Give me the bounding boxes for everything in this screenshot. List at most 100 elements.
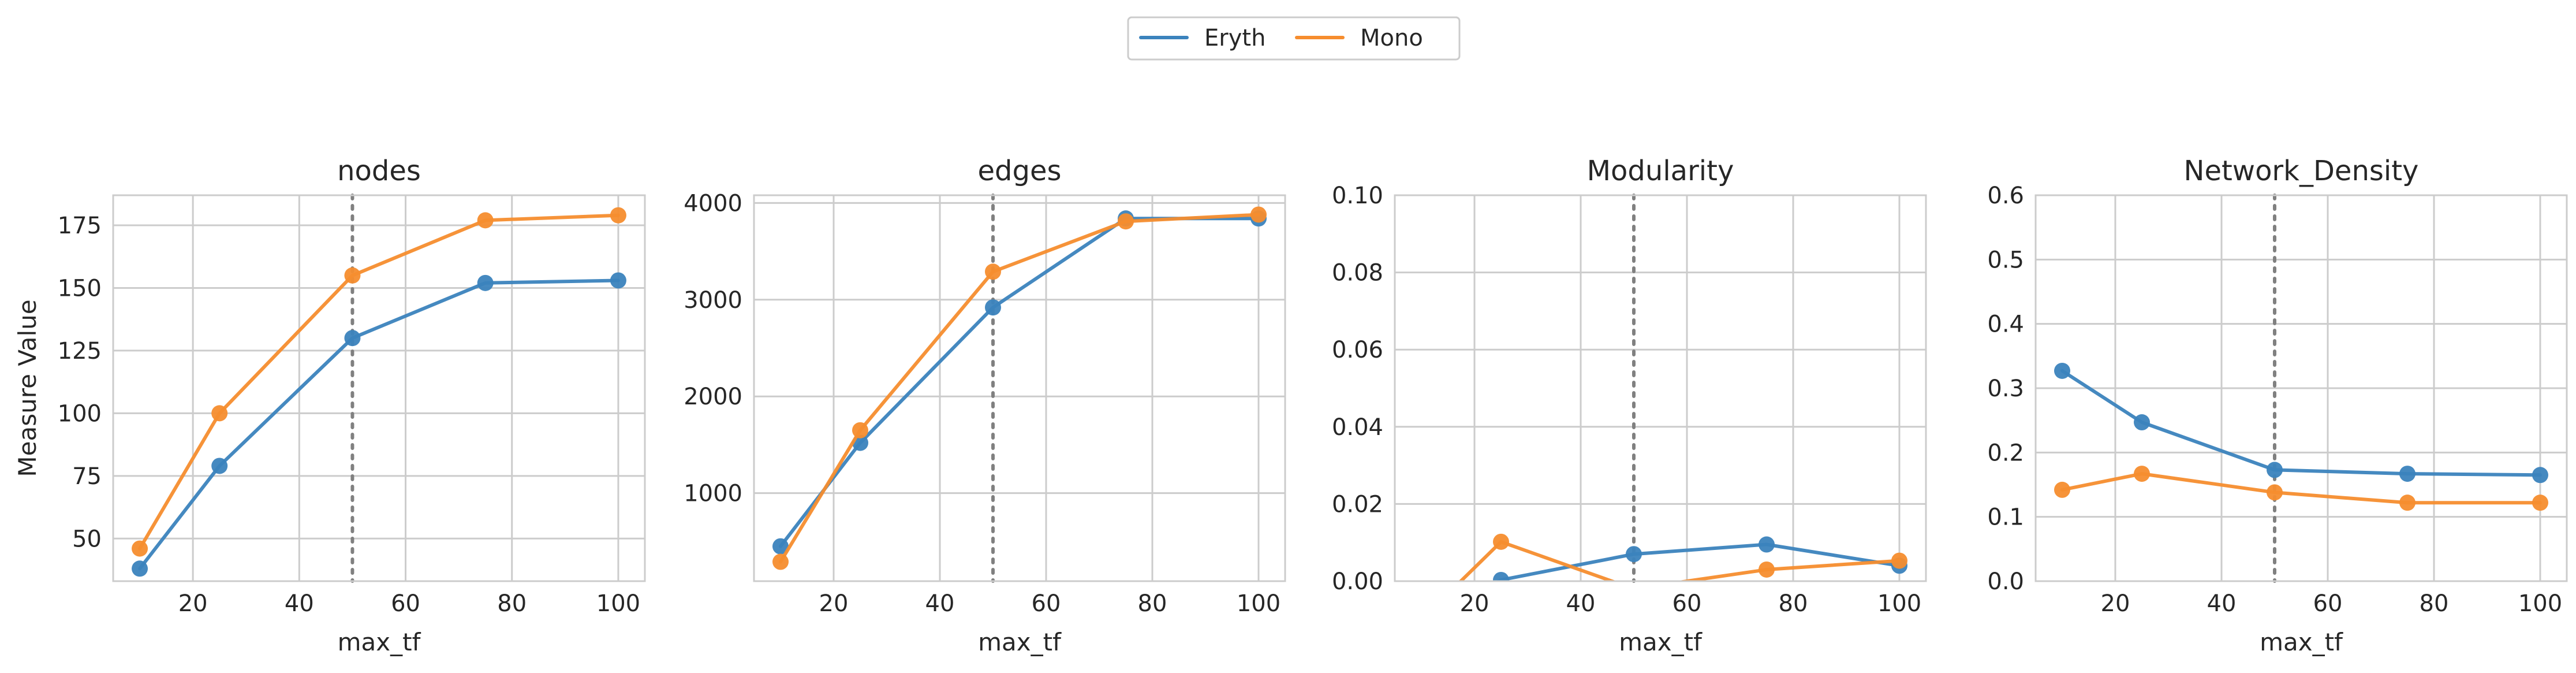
x-tick-label: 40	[2207, 590, 2237, 617]
data-point	[344, 330, 361, 347]
data-point	[772, 553, 789, 570]
subplot-1: 20 40 60 80 100 50 75 100 125 150 175 nodes max_tf Me…	[13, 155, 646, 656]
data-point	[1759, 536, 1775, 553]
y-tick-label: 50	[72, 526, 102, 552]
series-mono	[132, 207, 626, 557]
y-tick-label: 0.2	[1987, 440, 2024, 466]
x-tick-label: 60	[1672, 590, 1702, 617]
data-point	[1250, 206, 1267, 223]
y-tick-label: 0.4	[1987, 311, 2024, 338]
data-point	[2399, 466, 2416, 482]
data-point	[1626, 546, 1642, 563]
legend: Eryth Mono	[1127, 16, 1461, 61]
y-tick-label: 125	[58, 338, 102, 365]
data-point	[2134, 414, 2150, 431]
legend-label-eryth: Eryth	[1204, 25, 1265, 51]
data-point	[2267, 462, 2283, 478]
y-tick-label: 0.06	[1332, 337, 1383, 363]
y-tick-label: 0.10	[1332, 183, 1383, 209]
y-tick-label: 0.02	[1332, 491, 1383, 518]
x-tick-label: 100	[1877, 590, 1921, 617]
y-tick-label: 75	[72, 463, 102, 490]
x-axis-label: max_tf	[338, 628, 421, 656]
x-tick-label: 20	[2101, 590, 2130, 617]
data-point	[2532, 494, 2548, 511]
legend-label-mono: Mono	[1360, 25, 1423, 51]
data-point	[132, 540, 148, 557]
series-mono	[2054, 466, 2548, 511]
x-tick-label: 20	[178, 590, 208, 617]
subplot-3: 20 40 60 80 100 0.00 0.02 0.04 0.06 0.08 0.10 Modul…	[1332, 155, 1927, 656]
plot-background	[754, 195, 1285, 581]
y-tick-label: 0.04	[1332, 414, 1383, 441]
subplot-title: nodes	[337, 155, 421, 187]
y-tick-label: 2000	[684, 384, 742, 410]
series-eryth	[2054, 362, 2548, 484]
plot-background	[113, 195, 645, 581]
data-point	[1493, 572, 1509, 581]
plot-background	[1395, 195, 1926, 581]
plot-frame	[753, 194, 1286, 582]
x-tick-label: 20	[819, 590, 849, 617]
x-axis-label: max_tf	[1619, 628, 1703, 656]
y-tick-label: 0.08	[1332, 260, 1383, 287]
y-tick-label: 0.5	[1987, 247, 2024, 273]
data-point	[1759, 561, 1775, 578]
data-point	[1413, 612, 1429, 628]
data-point	[1118, 213, 1134, 230]
x-tick-label: 40	[925, 590, 955, 617]
x-tick-label: 80	[1779, 590, 1808, 617]
y-tick-label: 150	[58, 275, 102, 302]
series-mono	[772, 206, 1267, 570]
data-point	[477, 274, 494, 291]
plot-frame	[112, 194, 646, 582]
y-tick-label: 4000	[684, 190, 742, 217]
y-tick-label: 0.00	[1332, 568, 1383, 595]
x-tick-label: 80	[2420, 590, 2449, 617]
data-point	[1891, 552, 1907, 569]
x-tick-label: 60	[391, 590, 420, 617]
x-tick-label: 80	[497, 590, 527, 617]
subplot-2: 20 40 60 80 100 1000 2000 3000 4000 edges max_tf	[684, 155, 1286, 656]
data-point	[211, 405, 228, 422]
data-point	[2532, 467, 2548, 484]
x-axis-label: max_tf	[2260, 628, 2343, 656]
y-tick-label: 0.3	[1987, 375, 2024, 402]
y-tick-label: 0.0	[1987, 568, 2024, 595]
data-point	[852, 422, 868, 438]
subplot-title: Network_Density	[2184, 155, 2419, 187]
x-tick-label: 80	[1138, 590, 1167, 617]
data-point	[985, 263, 1001, 280]
data-point	[610, 272, 626, 289]
data-point	[2054, 362, 2070, 379]
legend-frame	[1127, 16, 1461, 61]
data-point	[772, 538, 789, 555]
x-tick-label: 40	[285, 590, 314, 617]
data-point	[1413, 612, 1429, 628]
data-point	[1493, 533, 1509, 550]
data-point	[344, 267, 361, 284]
data-point	[2399, 494, 2416, 511]
y-tick-label: 0.6	[1987, 183, 2024, 209]
data-point	[1626, 581, 1642, 597]
x-tick-label: 60	[2313, 590, 2343, 617]
series-mono	[1413, 533, 1907, 628]
x-tick-label: 60	[1032, 590, 1061, 617]
x-axis-label: max_tf	[978, 628, 1062, 656]
y-tick-label: 0.1	[1987, 504, 2024, 531]
plot-frame	[1394, 194, 1927, 582]
subplot-title: edges	[977, 155, 1061, 187]
subplot-4: 20 40 60 80 100 0.0 0.1 0.2 0.3 0.4 0.5 0.6 Network_…	[1987, 155, 2568, 656]
data-point	[477, 212, 494, 229]
data-point	[2134, 466, 2150, 482]
y-axis-label: Measure Value	[13, 299, 42, 477]
data-point	[610, 207, 626, 224]
data-point	[2054, 481, 2070, 498]
y-tick-label: 100	[58, 400, 102, 427]
y-tick-label: 1000	[684, 481, 742, 507]
series-eryth	[132, 272, 626, 577]
plot-frame	[2034, 194, 2568, 582]
x-tick-label: 20	[1460, 590, 1489, 617]
